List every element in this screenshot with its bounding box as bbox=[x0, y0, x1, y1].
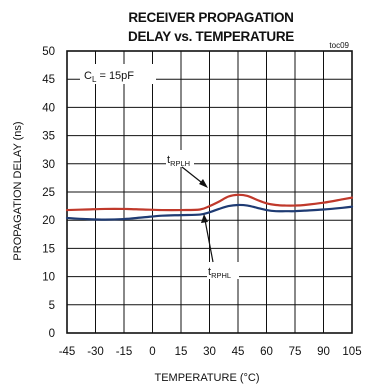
chart-title-line-1: RECEIVER PROPAGATION bbox=[128, 10, 293, 25]
legend-box-subscript: L bbox=[92, 75, 97, 84]
series-layer bbox=[65, 193, 354, 221]
series-line-rplh bbox=[65, 193, 354, 212]
x-tick-label: 105 bbox=[342, 346, 361, 358]
y-tick-label: 50 bbox=[42, 46, 55, 58]
x-tick-label: 90 bbox=[317, 346, 330, 358]
x-tick-label: 60 bbox=[260, 346, 273, 358]
series-label-rplh: tRPLH bbox=[166, 150, 194, 168]
plot-frame bbox=[66, 50, 353, 334]
legend-box-text: = 15pF bbox=[96, 70, 134, 82]
x-tick-label: 15 bbox=[175, 346, 188, 358]
rphl-pointer-line bbox=[204, 219, 214, 263]
x-tick-label: -45 bbox=[59, 346, 76, 358]
y-tick-label: 20 bbox=[42, 215, 55, 227]
tick-labels: -45 -30 -15 0 15 30 45 60 75 90 105 0 5 10 15 20 25 30 35 4… bbox=[42, 46, 361, 358]
y-tick-label: 35 bbox=[42, 131, 55, 143]
svg-text:tRPLH: tRPLH bbox=[167, 154, 190, 168]
series-label-rphl: tRPHL bbox=[207, 262, 239, 280]
x-tick-label: 30 bbox=[203, 346, 216, 358]
rplh-pointer-arrowhead bbox=[199, 179, 208, 188]
y-tick-label: 40 bbox=[42, 102, 55, 114]
series-label-rphl-sub: RPHL bbox=[211, 271, 231, 280]
x-axis-title: TEMPERATURE (°C) bbox=[154, 372, 259, 384]
grid bbox=[66, 50, 353, 334]
figure-tag: toc09 bbox=[329, 41, 349, 50]
series-label-rplh-main: t bbox=[167, 154, 170, 166]
y-axis-title: PROPAGATION DELAY (ns) bbox=[12, 121, 24, 260]
x-tick-label: -30 bbox=[87, 346, 104, 358]
series-label-rplh-sub: RPLH bbox=[170, 159, 190, 168]
legend-box-label: C bbox=[84, 70, 92, 82]
series-line-rphl bbox=[65, 203, 354, 221]
svg-text:tRPHL: tRPHL bbox=[208, 266, 231, 280]
x-tick-label: -15 bbox=[116, 346, 133, 358]
y-tick-label: 0 bbox=[49, 328, 55, 340]
rphl-pointer-arrowhead bbox=[201, 214, 208, 223]
legend-box: CL = 15pF bbox=[80, 64, 156, 84]
x-tick-label: 0 bbox=[149, 346, 155, 358]
y-tick-label: 25 bbox=[42, 187, 55, 199]
svg-text:CL = 15pF: CL = 15pF bbox=[84, 70, 134, 84]
x-tick-label: 75 bbox=[289, 346, 302, 358]
y-tick-label: 5 bbox=[49, 300, 55, 312]
x-tick-label: 45 bbox=[232, 346, 245, 358]
y-tick-label: 30 bbox=[42, 159, 55, 171]
y-tick-label: 10 bbox=[42, 272, 55, 284]
y-tick-label: 45 bbox=[42, 74, 55, 86]
chart-title-line-2: DELAY vs. TEMPERATURE bbox=[128, 29, 294, 44]
y-tick-label: 15 bbox=[42, 243, 55, 255]
series-label-rphl-main: t bbox=[208, 266, 211, 278]
